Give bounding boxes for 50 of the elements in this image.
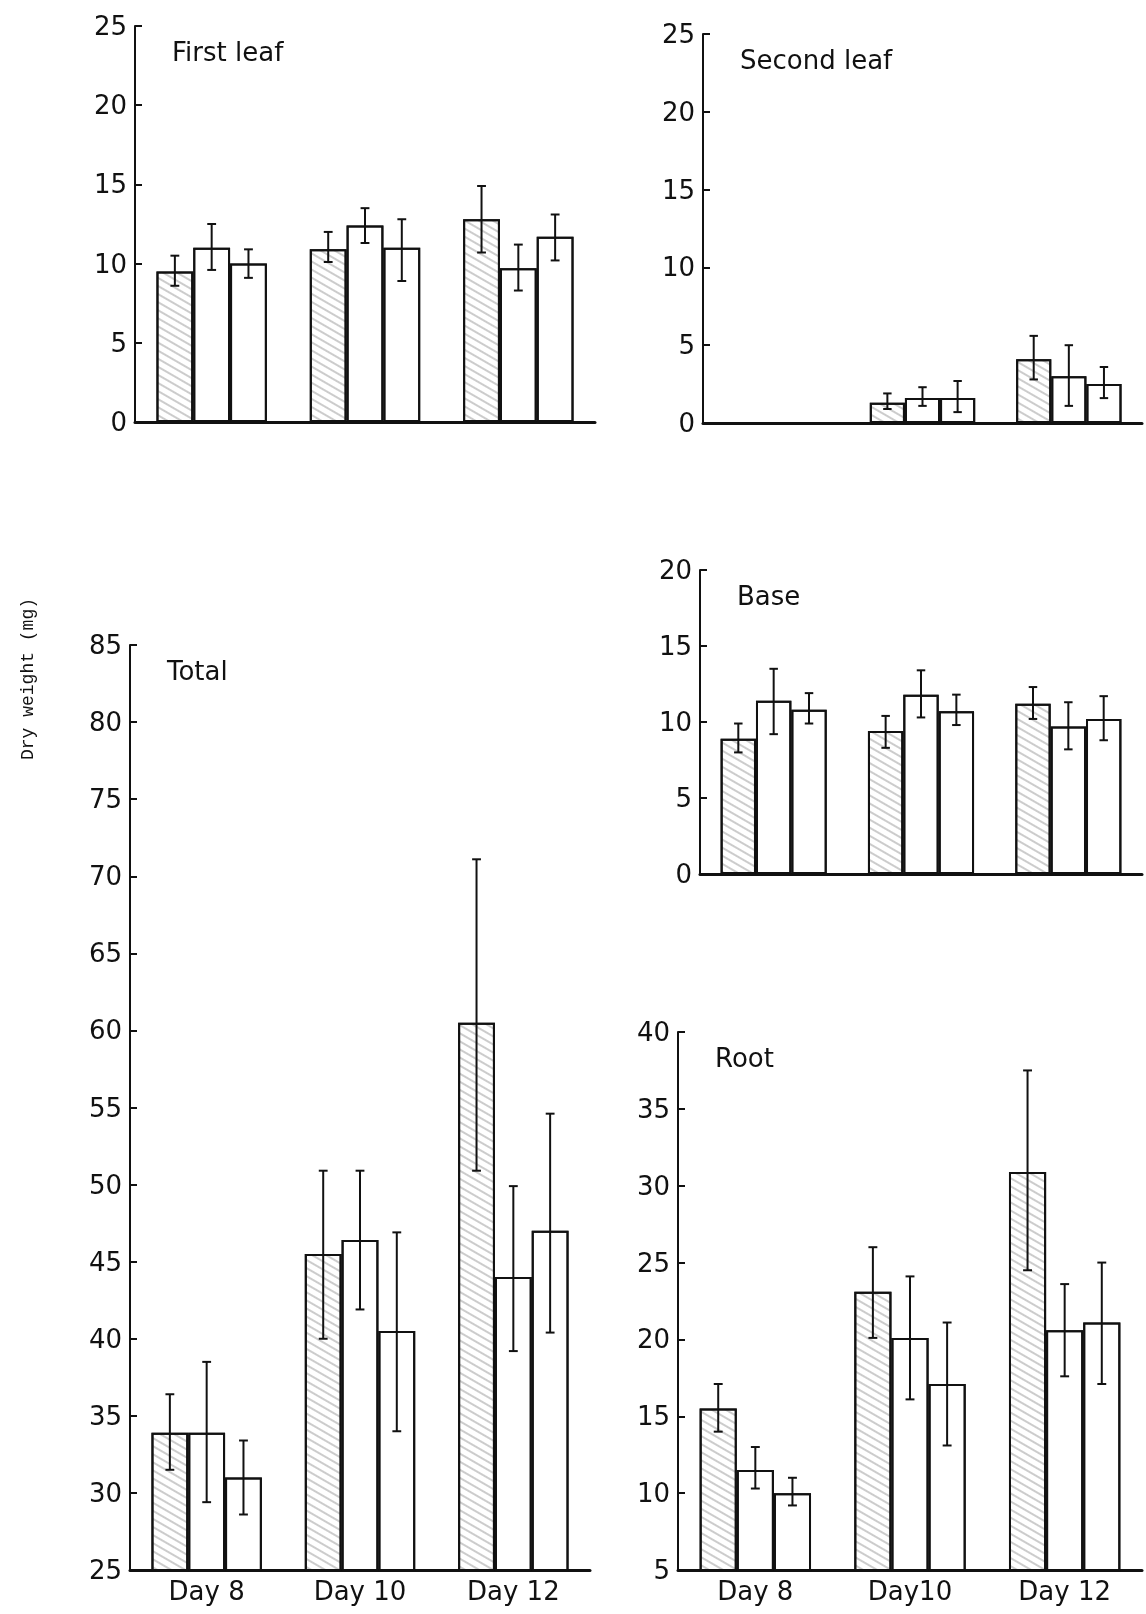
x-tick-label: Day 12 bbox=[1018, 1576, 1112, 1606]
y-tick-label: 40 bbox=[636, 1017, 670, 1047]
y-tick-label: 0 bbox=[675, 859, 692, 889]
y-tick-label: 0 bbox=[110, 407, 127, 437]
y-tick-label: 5 bbox=[653, 1555, 670, 1585]
y-tick-label: 30 bbox=[88, 1477, 122, 1508]
y-tick-label: 0 bbox=[678, 408, 695, 438]
y-tick-label: 5 bbox=[110, 327, 127, 358]
y-tick-label: 20 bbox=[658, 555, 692, 585]
y-tick-label: 75 bbox=[88, 784, 122, 815]
y-tick-label: 55 bbox=[88, 1092, 122, 1123]
chart-title: Second leaf bbox=[740, 45, 894, 75]
y-tick-label: 25 bbox=[88, 1555, 122, 1585]
y-tick-label: 20 bbox=[636, 1324, 670, 1355]
y-tick-label: 15 bbox=[661, 174, 695, 205]
y-tick-label: 85 bbox=[88, 630, 122, 660]
y-tick-label: 25 bbox=[636, 1247, 670, 1278]
y-tick-label: 10 bbox=[636, 1478, 670, 1509]
y-tick-label: 5 bbox=[678, 330, 695, 361]
y-tick-label: 35 bbox=[88, 1400, 122, 1431]
y-tick-label: 10 bbox=[658, 707, 692, 737]
y-tick-label: 20 bbox=[93, 90, 127, 121]
y-tick-label: 65 bbox=[88, 938, 122, 969]
y-tick-label: 15 bbox=[658, 631, 692, 661]
y-tick-label: 60 bbox=[88, 1015, 122, 1046]
x-tick-label: Day10 bbox=[867, 1576, 953, 1606]
y-tick-label: 35 bbox=[636, 1093, 670, 1124]
y-tick-label: 10 bbox=[93, 248, 127, 279]
x-tick-label: Day 12 bbox=[466, 1576, 560, 1606]
y-tick-label: 25 bbox=[661, 19, 695, 49]
y-tick-label: 80 bbox=[88, 707, 122, 738]
y-tick-label: 15 bbox=[93, 169, 127, 200]
x-tick-label: Day 10 bbox=[313, 1576, 407, 1606]
y-tick-label: 5 bbox=[675, 783, 692, 813]
chart-title: First leaf bbox=[172, 37, 285, 67]
x-tick-label: Day 8 bbox=[717, 1576, 794, 1606]
y-tick-label: 40 bbox=[88, 1323, 122, 1354]
y-tick-label: 25 bbox=[93, 11, 127, 41]
y-axis-title: Dry weight (mg) bbox=[18, 597, 38, 760]
x-tick-label: Day 8 bbox=[168, 1576, 245, 1606]
chart-title: Base bbox=[737, 581, 801, 611]
y-tick-label: 50 bbox=[88, 1169, 122, 1200]
y-tick-label: 70 bbox=[88, 861, 122, 892]
y-tick-label: 10 bbox=[661, 252, 695, 283]
chart-title: Root bbox=[715, 1043, 774, 1073]
y-tick-label: 20 bbox=[661, 96, 695, 127]
y-tick-label: 15 bbox=[636, 1401, 670, 1432]
y-tick-label: 45 bbox=[88, 1246, 122, 1277]
y-tick-label: 30 bbox=[636, 1170, 670, 1201]
chart-title: Total bbox=[166, 656, 228, 686]
